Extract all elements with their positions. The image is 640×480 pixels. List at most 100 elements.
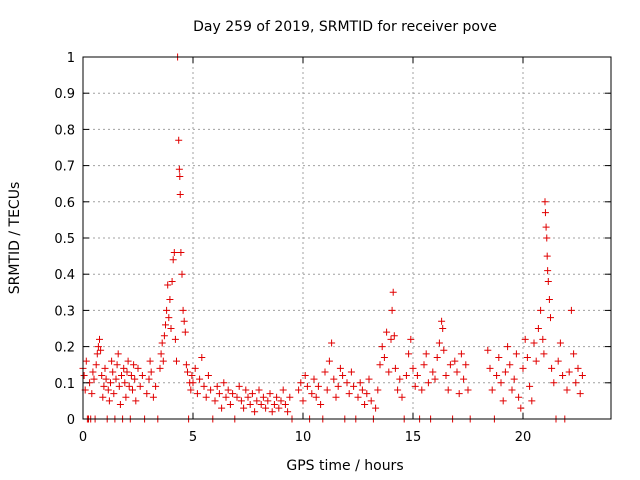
data-point bbox=[184, 368, 191, 376]
data-point bbox=[169, 256, 177, 264]
data-point bbox=[279, 386, 287, 394]
data-point bbox=[504, 343, 512, 351]
y-tick-label: 0.3 bbox=[54, 304, 75, 319]
data-point bbox=[120, 364, 128, 372]
data-point bbox=[457, 350, 465, 358]
data-point bbox=[146, 357, 154, 365]
data-point bbox=[99, 393, 107, 401]
data-point bbox=[301, 372, 309, 380]
data-point bbox=[460, 375, 468, 383]
data-point bbox=[112, 375, 120, 383]
data-point bbox=[508, 386, 516, 394]
data-point bbox=[365, 375, 373, 383]
data-point bbox=[317, 401, 325, 409]
data-point bbox=[286, 393, 294, 401]
data-point bbox=[539, 335, 547, 343]
data-point bbox=[125, 382, 133, 390]
data-point bbox=[202, 393, 210, 401]
data-point bbox=[224, 386, 232, 394]
y-tick-label: 0.6 bbox=[54, 196, 75, 211]
data-point bbox=[512, 350, 520, 358]
data-point bbox=[170, 248, 178, 256]
data-point bbox=[270, 401, 278, 409]
data-point bbox=[550, 379, 558, 387]
data-point bbox=[175, 165, 183, 173]
data-point bbox=[273, 393, 281, 401]
data-point bbox=[166, 296, 174, 304]
data-point bbox=[429, 368, 437, 376]
data-point bbox=[336, 364, 344, 372]
data-point bbox=[303, 382, 311, 390]
data-point bbox=[537, 306, 545, 314]
data-point bbox=[534, 325, 542, 332]
data-point bbox=[295, 386, 303, 394]
data-point bbox=[517, 404, 525, 412]
data-point bbox=[80, 372, 88, 380]
data-point bbox=[488, 386, 496, 394]
data-point bbox=[181, 328, 189, 336]
data-point bbox=[156, 364, 164, 372]
data-point bbox=[177, 248, 185, 256]
data-point bbox=[411, 382, 419, 390]
data-point bbox=[402, 372, 410, 380]
data-point bbox=[394, 386, 402, 394]
data-point bbox=[157, 350, 165, 358]
data-point bbox=[442, 372, 450, 380]
data-point bbox=[486, 364, 494, 372]
data-point bbox=[420, 361, 428, 369]
data-point bbox=[542, 223, 550, 231]
data-point bbox=[281, 401, 289, 409]
data-point bbox=[264, 397, 272, 405]
data-point bbox=[123, 368, 131, 376]
data-point bbox=[325, 357, 333, 365]
data-point bbox=[244, 393, 252, 401]
data-point bbox=[567, 306, 575, 314]
y-tick-label: 0.2 bbox=[54, 341, 75, 356]
data-point bbox=[124, 357, 132, 365]
data-point bbox=[422, 350, 430, 358]
data-point bbox=[89, 368, 97, 376]
data-point bbox=[574, 364, 582, 372]
data-point bbox=[171, 335, 179, 343]
data-point bbox=[376, 361, 384, 369]
data-point bbox=[149, 393, 157, 401]
data-point bbox=[218, 404, 226, 412]
data-point bbox=[213, 382, 221, 390]
data-point bbox=[189, 379, 197, 387]
data-point bbox=[160, 332, 168, 340]
data-point bbox=[237, 397, 245, 405]
data-point bbox=[275, 404, 283, 412]
grid-lines bbox=[83, 57, 611, 419]
data-point bbox=[100, 382, 108, 390]
data-point bbox=[347, 368, 355, 376]
data-point bbox=[321, 368, 329, 376]
data-point bbox=[94, 343, 102, 351]
data-point bbox=[121, 379, 129, 387]
data-point bbox=[222, 393, 230, 401]
data-point bbox=[110, 390, 118, 398]
data-point bbox=[268, 408, 276, 416]
data-point bbox=[90, 375, 98, 383]
data-point bbox=[523, 353, 531, 361]
data-point bbox=[198, 353, 206, 361]
data-point bbox=[388, 306, 396, 314]
data-point bbox=[178, 270, 186, 278]
data-point bbox=[506, 361, 514, 369]
data-point bbox=[493, 372, 501, 380]
data-point bbox=[147, 368, 155, 376]
data-point bbox=[565, 368, 573, 376]
data-point bbox=[332, 393, 340, 401]
data-point bbox=[343, 379, 351, 387]
data-point bbox=[97, 346, 105, 354]
data-point bbox=[543, 252, 551, 260]
data-point bbox=[354, 393, 362, 401]
data-point bbox=[251, 408, 259, 416]
data-point bbox=[439, 325, 447, 332]
y-axis-label: SRMTID / TECUs bbox=[7, 182, 23, 295]
data-point bbox=[118, 372, 125, 380]
data-point bbox=[188, 372, 196, 380]
data-point bbox=[115, 382, 123, 390]
data-point bbox=[413, 372, 421, 380]
data-point bbox=[242, 386, 250, 394]
data-point bbox=[563, 386, 571, 394]
